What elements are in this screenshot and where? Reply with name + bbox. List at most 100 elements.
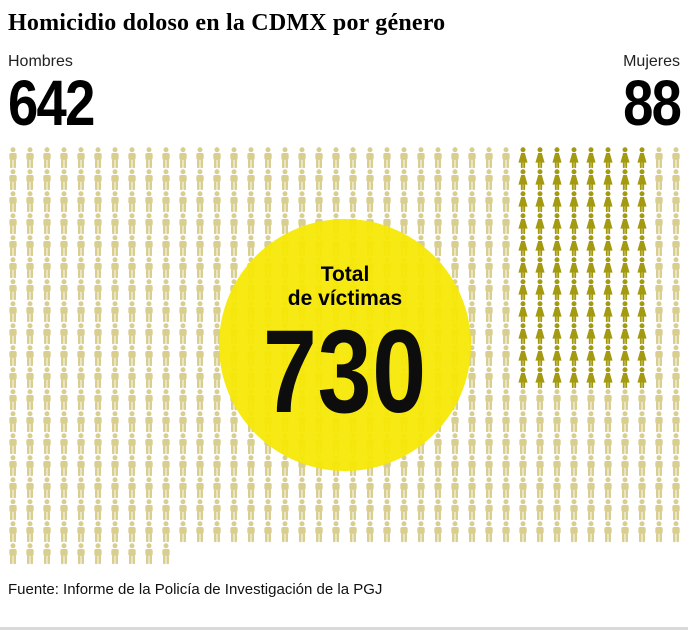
male-icon bbox=[654, 521, 663, 543]
male-icon bbox=[93, 433, 102, 455]
male-icon bbox=[59, 499, 68, 521]
male-icon bbox=[467, 499, 476, 521]
male-icon bbox=[382, 147, 391, 169]
male-icon bbox=[518, 433, 527, 455]
male-icon bbox=[365, 147, 374, 169]
male-icon bbox=[297, 477, 306, 499]
male-icon bbox=[144, 279, 153, 301]
male-icon bbox=[178, 147, 187, 169]
male-icon bbox=[127, 411, 136, 433]
male-icon bbox=[501, 147, 510, 169]
male-icon bbox=[42, 433, 51, 455]
male-icon bbox=[620, 521, 629, 543]
male-icon bbox=[110, 257, 119, 279]
male-icon bbox=[93, 543, 102, 565]
female-icon bbox=[551, 257, 562, 279]
male-icon bbox=[161, 455, 170, 477]
male-icon bbox=[25, 367, 34, 389]
male-icon bbox=[8, 257, 17, 279]
male-icon bbox=[637, 411, 646, 433]
male-icon bbox=[195, 323, 204, 345]
male-icon bbox=[59, 543, 68, 565]
male-icon bbox=[144, 543, 153, 565]
male-icon bbox=[110, 433, 119, 455]
male-icon bbox=[110, 543, 119, 565]
male-icon bbox=[25, 257, 34, 279]
male-icon bbox=[484, 499, 493, 521]
male-icon bbox=[671, 455, 680, 477]
male-icon bbox=[518, 389, 527, 411]
male-icon bbox=[484, 455, 493, 477]
male-icon bbox=[42, 323, 51, 345]
female-icon bbox=[568, 257, 579, 279]
male-icon bbox=[25, 279, 34, 301]
male-icon bbox=[161, 521, 170, 543]
female-icon bbox=[534, 169, 545, 191]
female-icon bbox=[534, 323, 545, 345]
male-icon bbox=[331, 499, 340, 521]
male-icon bbox=[161, 345, 170, 367]
male-icon bbox=[8, 235, 17, 257]
male-icon bbox=[467, 477, 476, 499]
male-icon bbox=[382, 191, 391, 213]
male-icon bbox=[25, 213, 34, 235]
male-icon bbox=[8, 367, 17, 389]
male-icon bbox=[93, 235, 102, 257]
male-icon bbox=[76, 521, 85, 543]
male-icon bbox=[348, 147, 357, 169]
female-icon bbox=[585, 147, 596, 169]
male-icon bbox=[127, 213, 136, 235]
male-icon bbox=[161, 389, 170, 411]
male-icon bbox=[93, 147, 102, 169]
pictogram-area: Total de víctimas 730 bbox=[0, 147, 688, 565]
male-icon bbox=[93, 301, 102, 323]
male-icon bbox=[195, 477, 204, 499]
male-icon bbox=[450, 213, 459, 235]
total-label-line1: Total bbox=[320, 263, 370, 287]
male-icon bbox=[110, 169, 119, 191]
male-icon bbox=[535, 499, 544, 521]
male-icon bbox=[144, 257, 153, 279]
male-icon bbox=[246, 147, 255, 169]
male-icon bbox=[535, 477, 544, 499]
male-icon bbox=[59, 521, 68, 543]
male-icon bbox=[195, 213, 204, 235]
male-icon bbox=[603, 521, 612, 543]
female-icon bbox=[517, 235, 528, 257]
male-icon bbox=[671, 323, 680, 345]
male-icon bbox=[76, 147, 85, 169]
female-icon bbox=[568, 169, 579, 191]
female-icon bbox=[517, 257, 528, 279]
female-icon bbox=[517, 301, 528, 323]
male-icon bbox=[76, 543, 85, 565]
male-icon bbox=[8, 433, 17, 455]
male-icon bbox=[467, 433, 476, 455]
male-icon bbox=[450, 147, 459, 169]
female-icon bbox=[602, 323, 613, 345]
male-icon bbox=[76, 411, 85, 433]
male-icon bbox=[484, 411, 493, 433]
male-icon bbox=[654, 323, 663, 345]
male-icon bbox=[161, 279, 170, 301]
male-icon bbox=[603, 477, 612, 499]
male-icon bbox=[331, 191, 340, 213]
female-icon bbox=[619, 191, 630, 213]
male-icon bbox=[671, 301, 680, 323]
male-icon bbox=[484, 147, 493, 169]
female-icon bbox=[619, 147, 630, 169]
male-icon bbox=[467, 389, 476, 411]
male-icon bbox=[552, 499, 561, 521]
male-icon bbox=[144, 477, 153, 499]
female-icon bbox=[551, 323, 562, 345]
male-icon bbox=[8, 213, 17, 235]
male-icon bbox=[212, 301, 221, 323]
male-icon bbox=[671, 213, 680, 235]
male-icon bbox=[297, 499, 306, 521]
male-icon bbox=[433, 455, 442, 477]
male-icon bbox=[246, 433, 255, 455]
male-icon bbox=[110, 301, 119, 323]
male-icon bbox=[229, 235, 238, 257]
female-icon bbox=[534, 147, 545, 169]
male-icon bbox=[416, 213, 425, 235]
male-icon bbox=[212, 279, 221, 301]
